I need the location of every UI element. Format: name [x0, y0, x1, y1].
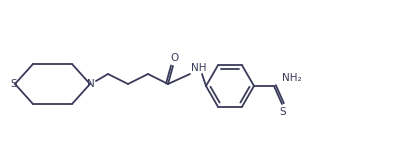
Text: S: S [11, 79, 17, 89]
Text: N: N [87, 79, 95, 89]
Text: NH₂: NH₂ [282, 73, 302, 83]
Text: O: O [170, 53, 178, 63]
Text: S: S [280, 107, 286, 117]
Text: NH: NH [191, 63, 207, 73]
